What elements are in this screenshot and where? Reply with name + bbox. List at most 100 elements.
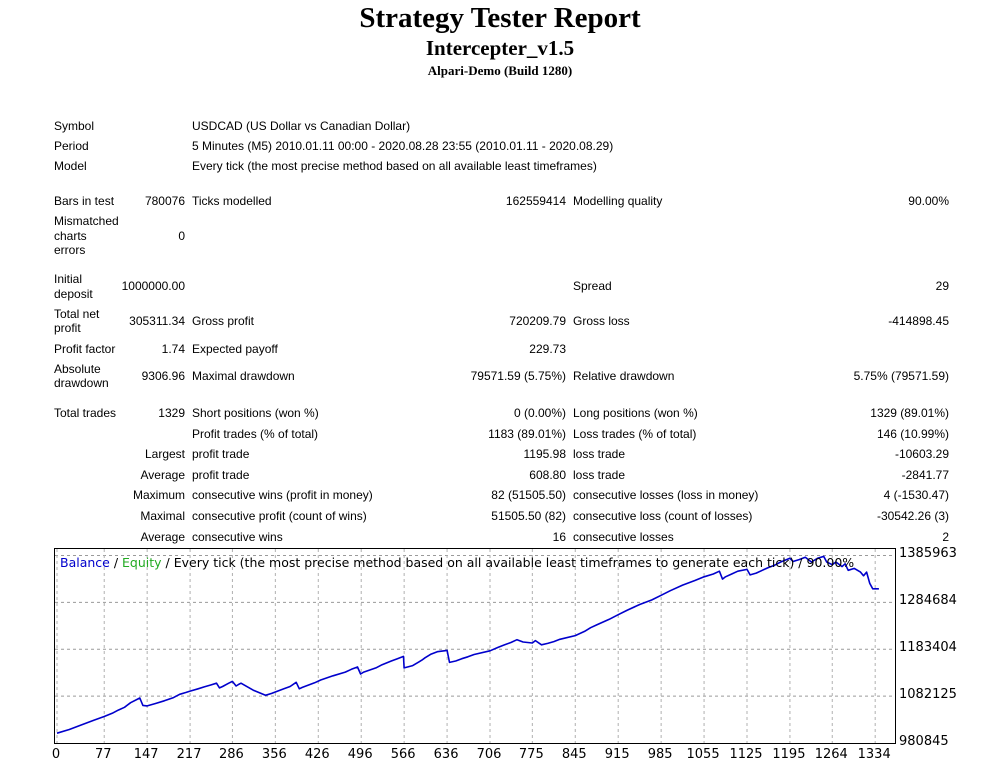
pt-label: Profit trades (% of total): [192, 427, 319, 441]
spread-label: Spread: [573, 279, 612, 293]
rel-dd-label: Relative drawdown: [573, 369, 675, 383]
rel-dd-value: 5.75% (79571.59): [853, 369, 949, 383]
maximum-label: Maximum: [132, 488, 185, 502]
payoff-value: 229.73: [529, 342, 566, 356]
y-tick-label: 980845: [899, 734, 949, 749]
largest-profit-value: 1195.98: [523, 447, 567, 461]
avg-cw-value: 16: [552, 530, 566, 544]
x-tick-label: 356: [261, 747, 287, 762]
y-tick-label: 1284684: [899, 593, 957, 609]
x-tick-label: 286: [218, 747, 244, 762]
abs-dd-label-2: drawdown: [54, 376, 109, 390]
x-tick-label: 1055: [686, 747, 720, 762]
average-profit-value: 608.80: [529, 468, 566, 482]
deposit-label-2: deposit: [54, 287, 93, 301]
legend-sep: /: [109, 555, 123, 570]
deposit-label-1: Initial: [54, 272, 83, 286]
x-tick-label: 1264: [814, 747, 848, 762]
trades-label: Total trades: [54, 406, 117, 420]
chart-legend: Balance / Equity / Every tick (the most …: [60, 555, 854, 570]
mismatch-label-2: charts: [54, 229, 87, 243]
trades-value: 1329: [158, 406, 185, 420]
quality-label: Modelling quality: [573, 194, 663, 208]
max-cl-label: consecutive losses (loss in money): [573, 488, 759, 502]
legend-description: / Every tick (the most precise method ba…: [161, 555, 855, 570]
pf-label: Profit factor: [54, 342, 116, 356]
x-tick-label: 1334: [857, 747, 891, 762]
average2-label: Average: [140, 530, 185, 544]
mismatch-label-3: errors: [54, 243, 86, 257]
legend-balance: Balance: [60, 555, 110, 570]
mismatch-value: 0: [178, 229, 185, 243]
x-tick-label: 985: [647, 747, 673, 762]
mx-cp-label: consecutive profit (count of wins): [192, 509, 367, 523]
mx-cl-value: -30542.26 (3): [876, 509, 949, 523]
x-tick-label: 775: [518, 747, 544, 762]
lt-label: Loss trades (% of total): [573, 427, 697, 441]
gross-loss-value: -414898.45: [888, 314, 949, 328]
bars-label: Bars in test: [54, 194, 115, 208]
x-tick-label: 147: [133, 747, 159, 762]
x-tick-label: 0: [51, 747, 61, 762]
x-tick-label: 496: [347, 747, 373, 762]
x-tick-label: 217: [176, 747, 202, 762]
maximal-label: Maximal: [140, 509, 185, 523]
max-cw-label: consecutive wins (profit in money): [192, 488, 373, 502]
lt-value: 146 (10.99%): [876, 427, 949, 441]
deposit-value: 1000000.00: [121, 279, 185, 293]
balance-chart: [54, 548, 896, 744]
spread-value: 29: [935, 279, 949, 293]
avg-cw-label: consecutive wins: [192, 530, 283, 544]
x-tick-label: 845: [561, 747, 587, 762]
net-label-2: profit: [54, 321, 81, 335]
gross-profit-label: Gross profit: [192, 314, 255, 328]
average-loss-value: -2841.77: [901, 468, 949, 482]
largest-loss-value: -10603.29: [894, 447, 949, 461]
x-tick-label: 426: [304, 747, 330, 762]
model-value: Every tick (the most precise method base…: [192, 159, 597, 173]
average-loss-label: loss trade: [573, 468, 626, 482]
expert-name: Intercepter_v1.5: [425, 36, 575, 60]
period-value: 5 Minutes (M5) 2010.01.11 00:00 - 2020.0…: [192, 139, 614, 153]
net-value: 305311.34: [129, 314, 185, 328]
pt-value: 1183 (89.01%): [488, 427, 566, 441]
x-tick-label: 566: [390, 747, 416, 762]
max-cl-value: 4 (-1530.47): [883, 488, 949, 502]
avg-cl-label: consecutive losses: [573, 530, 674, 544]
report-title: Strategy Tester Report: [359, 2, 641, 34]
mx-cp-value: 51505.50 (82): [491, 509, 566, 523]
series-line-balance: [56, 555, 879, 734]
y-tick-label: 1082125: [899, 687, 957, 703]
y-tick-label: 1385963: [899, 546, 957, 562]
x-tick-label: 636: [433, 747, 459, 762]
largest-loss-label: loss trade: [573, 447, 626, 461]
average-profit-label: profit trade: [192, 468, 250, 482]
model-label: Model: [54, 159, 87, 173]
y-tick-label: 1183404: [899, 640, 957, 656]
legend-equity: Equity: [122, 555, 162, 570]
x-tick-label: 1195: [772, 747, 806, 762]
long-value: 1329 (89.01%): [870, 406, 949, 420]
bars-value: 780076: [144, 194, 185, 208]
x-tick-label: 77: [94, 747, 112, 762]
chart-plot: [55, 549, 895, 743]
mx-cl-label: consecutive loss (count of losses): [573, 509, 753, 523]
ticks-value: 162559414: [505, 194, 566, 208]
x-tick-label: 1125: [729, 747, 763, 762]
symbol-label: Symbol: [54, 119, 95, 133]
short-label: Short positions (won %): [192, 406, 319, 420]
largest-label: Largest: [144, 447, 185, 461]
largest-profit-label: profit trade: [192, 447, 250, 461]
max-dd-value: 79571.59 (5.75%): [470, 369, 566, 383]
short-value: 0 (0.00%): [513, 406, 566, 420]
mismatch-label-1: Mismatched: [54, 214, 119, 228]
net-label-1: Total net: [54, 307, 100, 321]
pf-value: 1.74: [161, 342, 185, 356]
x-tick-label: 706: [476, 747, 502, 762]
avg-cl-value: 2: [942, 530, 949, 544]
abs-dd-value: 9306.96: [141, 369, 185, 383]
abs-dd-label-1: Absolute: [54, 362, 101, 376]
average-label: Average: [140, 468, 185, 482]
payoff-label: Expected payoff: [192, 342, 278, 356]
ticks-label: Ticks modelled: [192, 194, 272, 208]
